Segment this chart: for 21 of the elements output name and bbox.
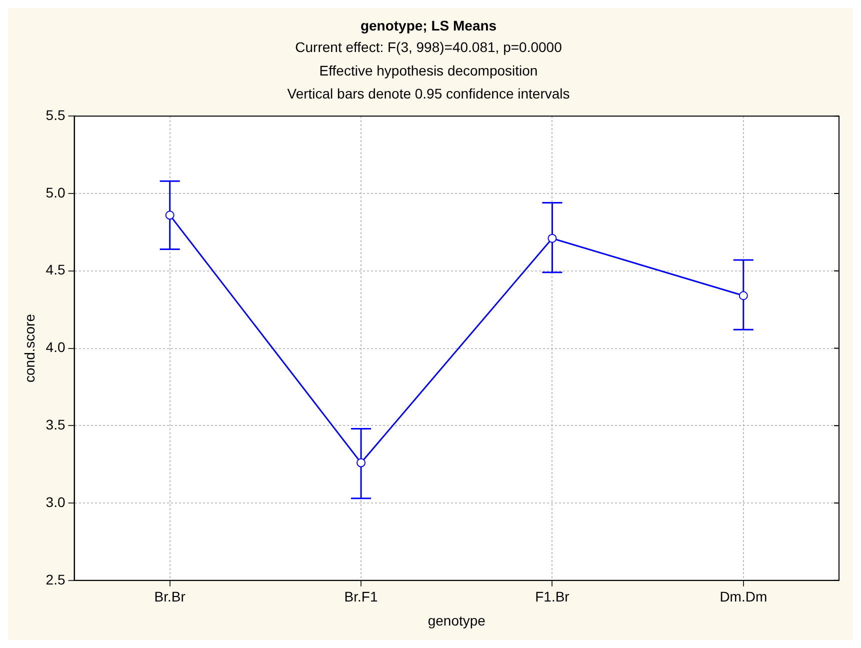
point bbox=[356, 458, 366, 468]
x-tick-label: F1.Br bbox=[535, 588, 570, 605]
y-axis-title: cond.score bbox=[21, 314, 38, 382]
y-tick-label: 3.0 bbox=[46, 494, 66, 510]
x-axis-title: genotype bbox=[428, 612, 486, 628]
y-tick-label: 5.0 bbox=[46, 184, 66, 200]
y-tick-label: 4.5 bbox=[46, 262, 66, 278]
point bbox=[738, 291, 748, 300]
x-tick-label: Br.F1 bbox=[344, 588, 378, 605]
y-tick-label: 2.5 bbox=[46, 571, 66, 588]
text: Effective hypothesis decomposition bbox=[319, 62, 538, 78]
y-tick-label: 5.5 bbox=[46, 106, 66, 123]
point bbox=[165, 210, 174, 220]
chart-title: genotype; LS Means bbox=[360, 17, 497, 34]
point bbox=[548, 234, 557, 243]
text: Vertical bars denote 0.95 confidence intervals bbox=[287, 85, 570, 102]
y-tick-label: 3.5 bbox=[46, 416, 66, 432]
y-tick-label: 4.0 bbox=[46, 339, 66, 356]
chart-subtitle: Current effect: F(3, 998)=40.081, p=0.0000 bbox=[295, 39, 562, 56]
x-tick-label: Dm.Dm bbox=[720, 588, 768, 605]
x-tick-label: Br.Br bbox=[154, 588, 186, 605]
